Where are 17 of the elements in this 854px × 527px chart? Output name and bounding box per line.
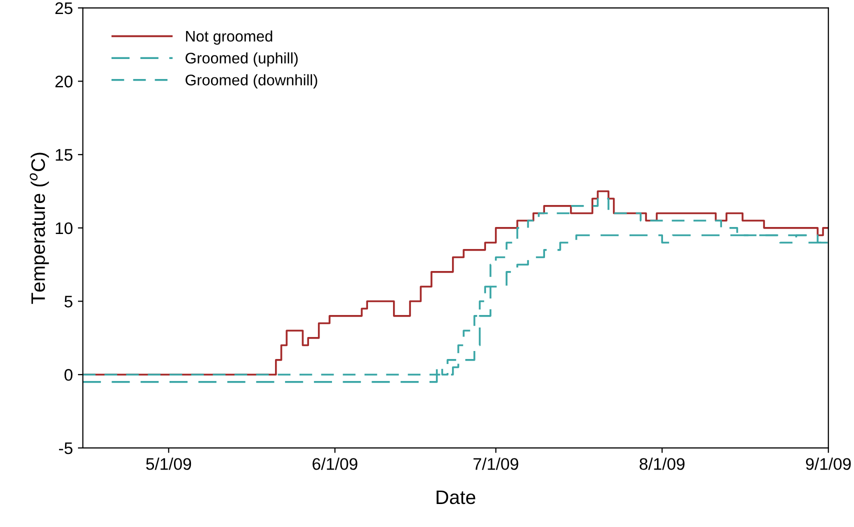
legend-label: Groomed (downhill) xyxy=(186,74,318,88)
x-tick-label: 9/1/09 xyxy=(806,458,851,470)
legend-label: Groomed (uphill) xyxy=(186,52,298,67)
y-tick-label: 20 xyxy=(55,76,72,88)
y-tick-label: 25 xyxy=(55,2,72,14)
y-axis-title: Temperature ($^{o}$C) xyxy=(30,152,49,304)
legend-label: Not groomed xyxy=(186,30,272,45)
y-tick-label: 0 xyxy=(64,369,72,381)
x-tick-label: 7/1/09 xyxy=(474,458,518,470)
y-tick-label: 10 xyxy=(56,222,72,234)
x-tick-label: 5/1/09 xyxy=(146,458,192,470)
y-tick-label: 5 xyxy=(64,296,72,308)
x-tick-label: 6/1/09 xyxy=(312,458,358,470)
y-tick-label: -5 xyxy=(59,442,72,454)
x-axis-title: Date xyxy=(436,490,476,504)
y-tick-label: 15 xyxy=(56,149,72,161)
x-tick-label: 8/1/09 xyxy=(640,458,684,470)
